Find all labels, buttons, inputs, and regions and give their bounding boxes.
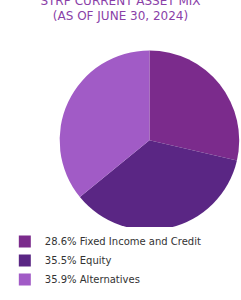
svg-text:35.5% Equity: 35.5% Equity <box>45 255 112 266</box>
svg-text:35.9% Alternatives: 35.9% Alternatives <box>45 274 140 285</box>
svg-text:STRP CURRENT ASSET MIX(AS OF J: STRP CURRENT ASSET MIX(AS OF JUNE 30, 20… <box>40 0 200 23</box>
svg-text:28.6% Fixed Income and Credit: 28.6% Fixed Income and Credit <box>45 236 201 247</box>
